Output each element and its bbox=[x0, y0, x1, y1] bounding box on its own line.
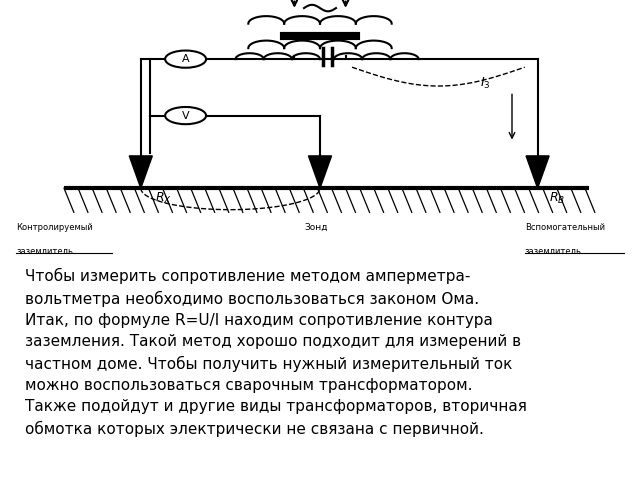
Text: заземлитель: заземлитель bbox=[16, 247, 73, 256]
Circle shape bbox=[165, 50, 206, 68]
Polygon shape bbox=[129, 156, 152, 188]
Text: $R_B$: $R_B$ bbox=[549, 191, 565, 206]
Text: Зонд: Зонд bbox=[304, 223, 328, 232]
Text: $R_X$: $R_X$ bbox=[155, 191, 172, 206]
Text: Вспомогательный: Вспомогательный bbox=[525, 223, 605, 232]
Polygon shape bbox=[526, 156, 549, 188]
Circle shape bbox=[165, 107, 206, 124]
Text: $I_3$: $I_3$ bbox=[480, 76, 491, 91]
Text: Чтобы измерить сопротивление методом амперметра-
вольтметра необходимо воспользо: Чтобы измерить сопротивление методом амп… bbox=[25, 268, 527, 437]
Text: Контролируемый: Контролируемый bbox=[16, 223, 93, 232]
Polygon shape bbox=[308, 156, 332, 188]
Text: A: A bbox=[182, 54, 189, 64]
Text: заземлитель: заземлитель bbox=[525, 247, 582, 256]
Text: V: V bbox=[182, 110, 189, 120]
